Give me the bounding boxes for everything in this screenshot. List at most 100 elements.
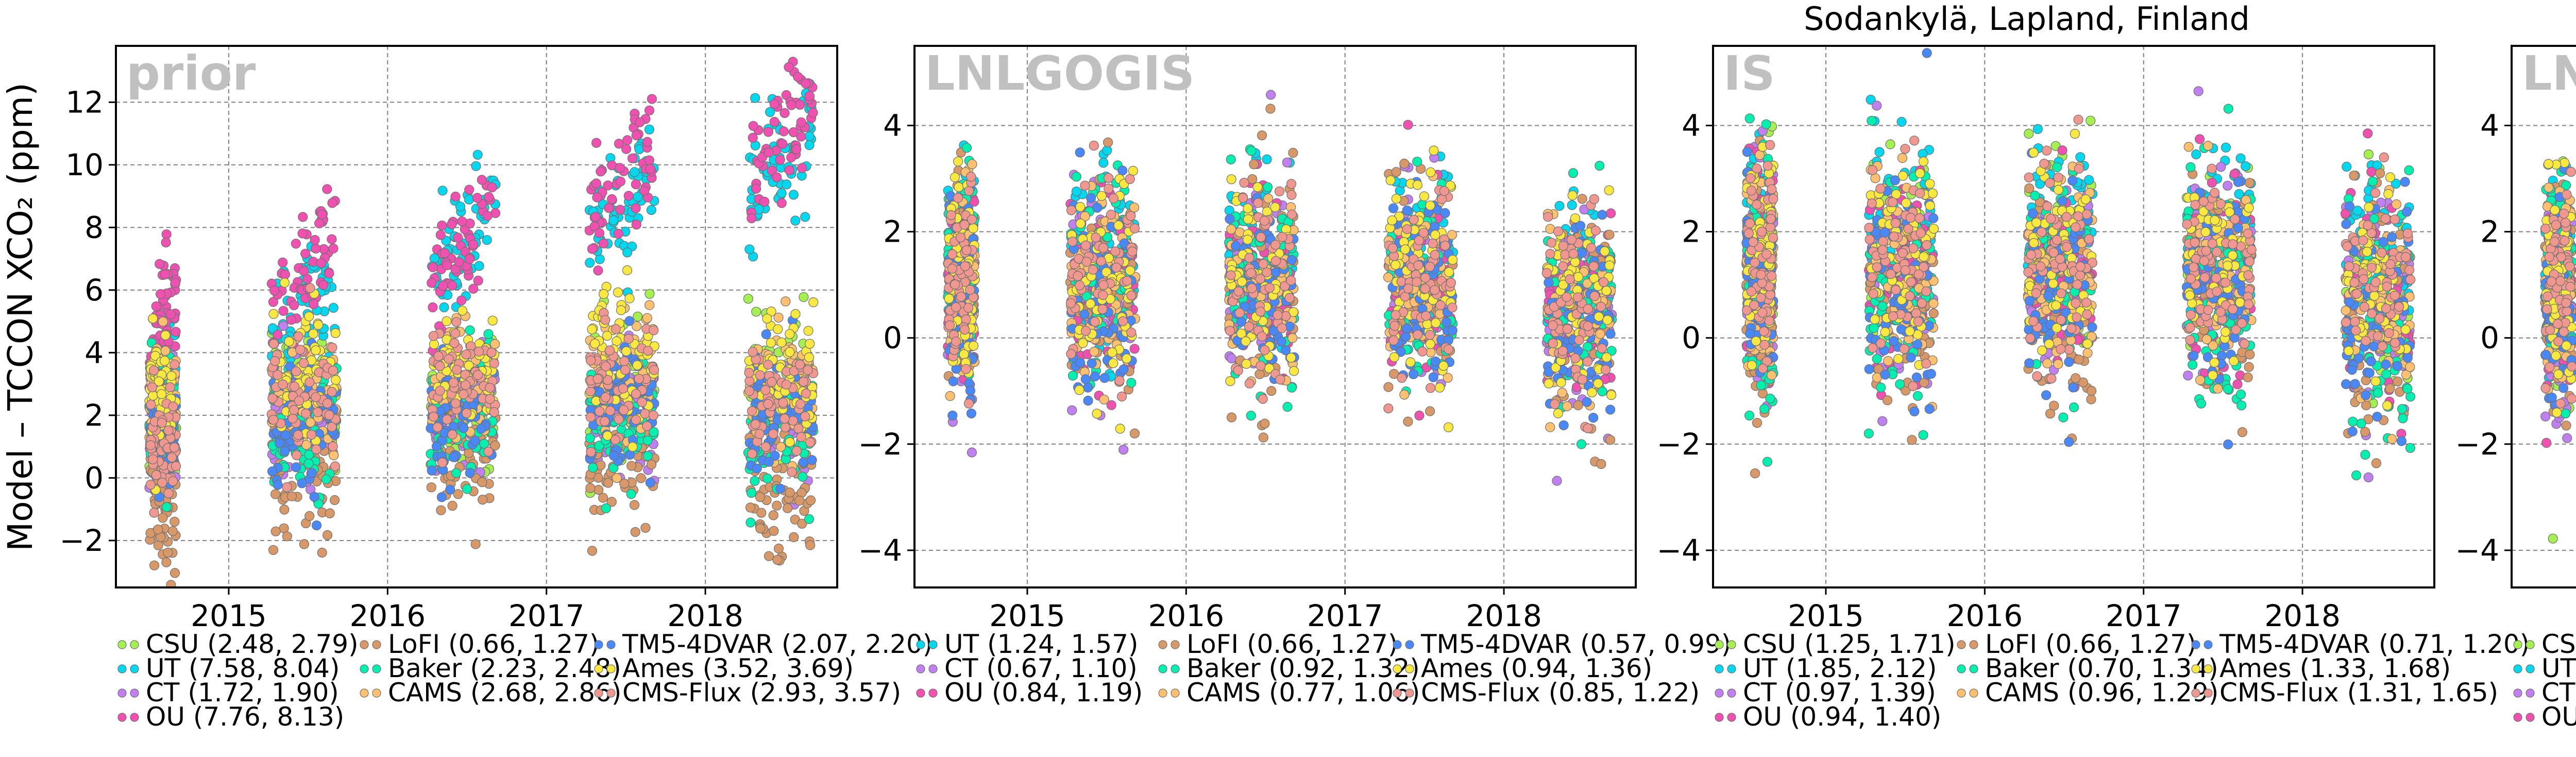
data-point <box>325 410 334 419</box>
data-point <box>633 361 642 370</box>
data-point <box>290 300 299 310</box>
data-point <box>649 411 658 420</box>
data-point <box>323 530 332 540</box>
data-point <box>809 298 818 307</box>
data-point <box>793 72 803 81</box>
data-point <box>297 479 307 488</box>
data-point <box>586 356 596 365</box>
data-point <box>647 460 656 469</box>
data-point <box>279 306 288 315</box>
data-point <box>1426 407 1435 416</box>
data-point <box>770 99 779 109</box>
data-point <box>747 214 756 223</box>
data-point <box>808 108 818 117</box>
data-point <box>160 356 170 365</box>
data-point <box>282 532 292 541</box>
data-point <box>312 521 321 530</box>
data-point <box>606 406 615 415</box>
data-point <box>157 390 166 399</box>
data-point <box>462 350 471 359</box>
data-point <box>161 238 171 247</box>
data-point <box>764 127 773 137</box>
data-point <box>1578 194 1587 204</box>
legend-marker-icon <box>130 689 139 697</box>
data-point <box>763 474 772 483</box>
data-point <box>150 561 159 570</box>
data-point <box>756 524 765 533</box>
data-point <box>1127 378 1136 388</box>
data-point <box>592 193 602 202</box>
data-point <box>641 523 650 532</box>
data-point <box>489 408 499 417</box>
data-point <box>1255 369 1264 379</box>
data-point <box>273 330 282 340</box>
data-point <box>785 488 794 497</box>
data-point <box>442 316 451 326</box>
data-point <box>1266 104 1275 113</box>
data-point <box>640 409 650 418</box>
data-point <box>755 429 764 439</box>
data-point <box>615 163 624 173</box>
data-point <box>945 392 955 401</box>
data-point <box>1119 365 1128 374</box>
data-point <box>801 79 810 88</box>
data-point <box>307 430 316 440</box>
data-point <box>637 397 647 407</box>
data-point <box>586 413 595 422</box>
data-point <box>1235 228 1244 237</box>
data-point <box>294 430 303 440</box>
data-point <box>1413 157 1422 166</box>
data-point <box>457 217 467 226</box>
data-point <box>310 492 319 501</box>
data-point <box>798 472 807 481</box>
data-point <box>328 198 337 208</box>
data-point <box>273 480 282 490</box>
data-point <box>807 456 817 465</box>
data-point <box>163 548 173 557</box>
data-point <box>439 302 449 312</box>
data-point <box>948 411 957 420</box>
data-point <box>627 461 636 470</box>
data-point <box>305 511 314 520</box>
data-point <box>650 365 659 375</box>
data-point <box>427 466 436 475</box>
data-point <box>1392 167 1401 177</box>
data-point <box>625 316 634 326</box>
data-point <box>601 393 611 402</box>
data-point <box>634 374 643 383</box>
legend-marker-icon <box>360 665 368 673</box>
data-point <box>451 399 460 408</box>
data-point <box>280 270 290 279</box>
data-point <box>1266 90 1276 99</box>
data-point <box>151 301 161 311</box>
data-point <box>609 451 619 461</box>
data-point <box>761 442 770 451</box>
data-point <box>151 470 161 480</box>
data-point <box>599 239 608 248</box>
data-point <box>607 195 617 204</box>
data-point <box>805 514 814 524</box>
data-point <box>429 331 438 341</box>
data-point <box>761 385 770 395</box>
data-point <box>149 366 159 375</box>
data-point <box>595 255 604 264</box>
data-point <box>158 478 167 487</box>
data-point <box>280 278 289 288</box>
data-point <box>752 184 761 193</box>
data-point <box>170 360 179 369</box>
data-point <box>749 121 758 130</box>
data-point <box>1606 435 1615 445</box>
data-point <box>587 546 597 556</box>
data-point <box>752 464 761 473</box>
data-point <box>789 532 799 542</box>
data-point <box>321 475 331 484</box>
data-point <box>968 160 977 169</box>
data-point <box>751 93 760 103</box>
data-point <box>596 167 605 176</box>
data-point <box>591 179 601 188</box>
data-point <box>487 348 496 357</box>
data-point <box>745 245 754 254</box>
data-point <box>154 525 163 534</box>
data-point <box>299 266 309 276</box>
data-point <box>449 378 458 388</box>
